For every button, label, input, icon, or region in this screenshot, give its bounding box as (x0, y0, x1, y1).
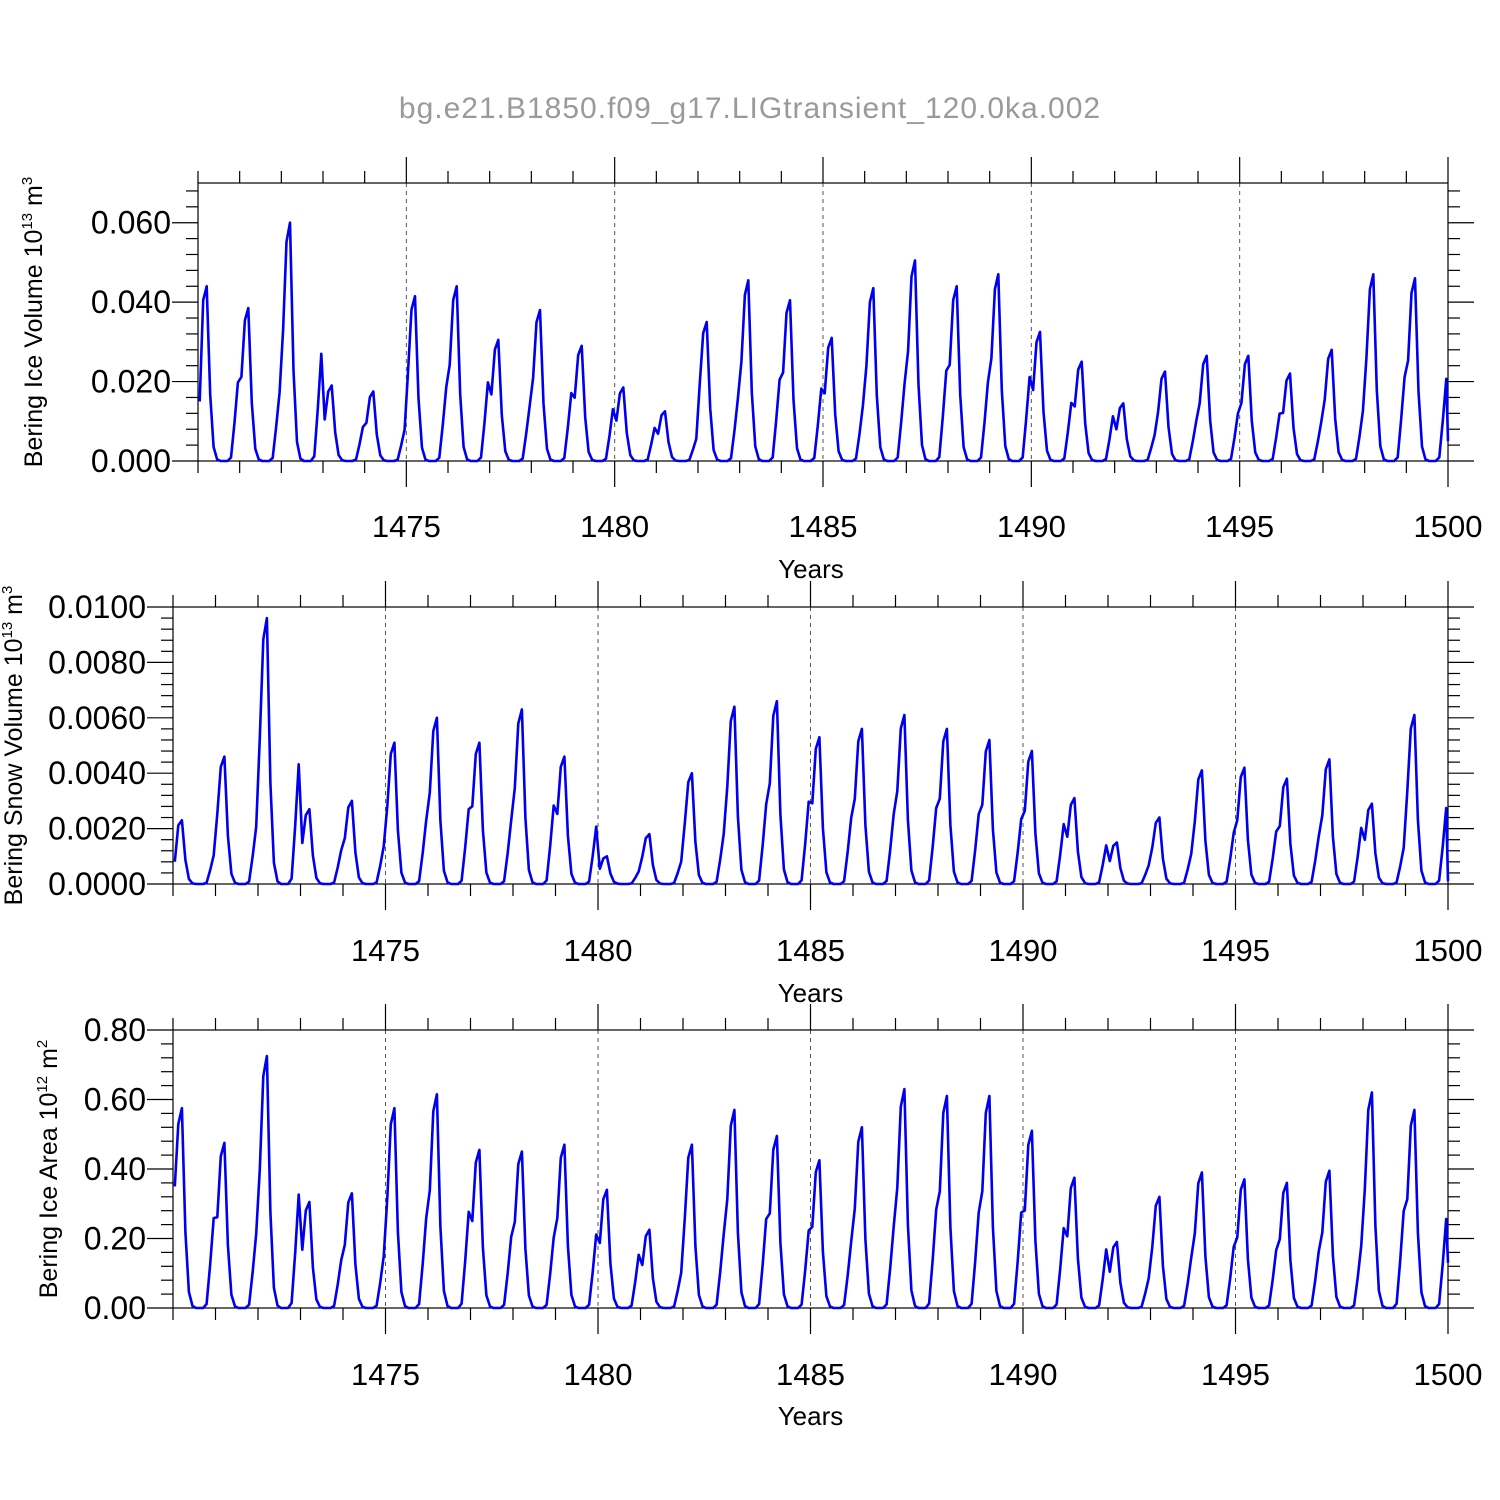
y-tick-label: 0.060 (91, 205, 171, 241)
y-tick-label: 0.040 (91, 284, 171, 320)
chart-panel-2: 1475 1480 1485 1490 1495 1500 0.0000 0.0020 0.00… (0, 581, 1482, 1008)
x-tick-label: 1485 (776, 933, 845, 968)
chart-panel-1: 1475 1480 1485 1490 1495 1500 0.000 0.020 0.040 0… (19, 157, 1482, 584)
y-tick-label: 0.60 (84, 1082, 146, 1118)
x-tick-label: 1490 (997, 509, 1066, 544)
x-tick-label: 1480 (580, 509, 649, 544)
y-tick-label: 0.40 (84, 1151, 146, 1187)
y-tick-label: 0.020 (91, 364, 171, 400)
y-tick-label: 0.0080 (48, 644, 146, 680)
x-axis-label: Years (778, 978, 844, 1008)
x-tick-label: 1485 (776, 1357, 845, 1392)
x-axis-label: Years (778, 554, 844, 584)
y-tick-label: 0.0060 (48, 700, 146, 736)
y-tick-label: 0.0040 (48, 755, 146, 791)
y-tick-label: 0.000 (91, 443, 171, 479)
x-tick-label: 1475 (372, 509, 441, 544)
y-tick-label: 0.20 (84, 1221, 146, 1257)
x-tick-label: 1480 (564, 933, 633, 968)
x-tick-label: 1500 (1414, 509, 1483, 544)
y-axis-label: Bering Snow Volume 1013 m3 (0, 586, 28, 906)
x-axis-label: Years (778, 1401, 844, 1431)
x-tick-label: 1480 (564, 1357, 633, 1392)
x-tick-label: 1495 (1205, 509, 1274, 544)
series-line (173, 1054, 1450, 1310)
series-line (173, 616, 1450, 886)
x-tick-label: 1475 (351, 933, 420, 968)
y-tick-label: 0.00 (84, 1290, 146, 1326)
y-tick-label: 0.0100 (48, 589, 146, 625)
x-tick-label: 1490 (989, 1357, 1058, 1392)
x-tick-label: 1495 (1201, 933, 1270, 968)
y-axis-label: Bering Ice Area 1012 m2 (34, 1040, 63, 1299)
chart-title: bg.e21.B1850.f09_g17.LIGtransient_120.0k… (399, 92, 1101, 125)
x-tick-label: 1500 (1414, 1357, 1483, 1392)
x-tick-label: 1490 (989, 933, 1058, 968)
y-axis-label: Bering Ice Volume 1013 m3 (19, 177, 48, 467)
series-line (198, 221, 1450, 463)
x-tick-label: 1500 (1414, 933, 1483, 968)
x-tick-label: 1495 (1201, 1357, 1270, 1392)
y-tick-label: 0.0020 (48, 811, 146, 847)
x-tick-label: 1475 (351, 1357, 420, 1392)
y-tick-label: 0.0000 (48, 866, 146, 902)
x-tick-label: 1485 (789, 509, 858, 544)
y-tick-label: 0.80 (84, 1012, 146, 1048)
chart-panel-3: 1475 1480 1485 1490 1495 1500 0.00 0.20 0.40 0.60… (34, 1004, 1482, 1431)
